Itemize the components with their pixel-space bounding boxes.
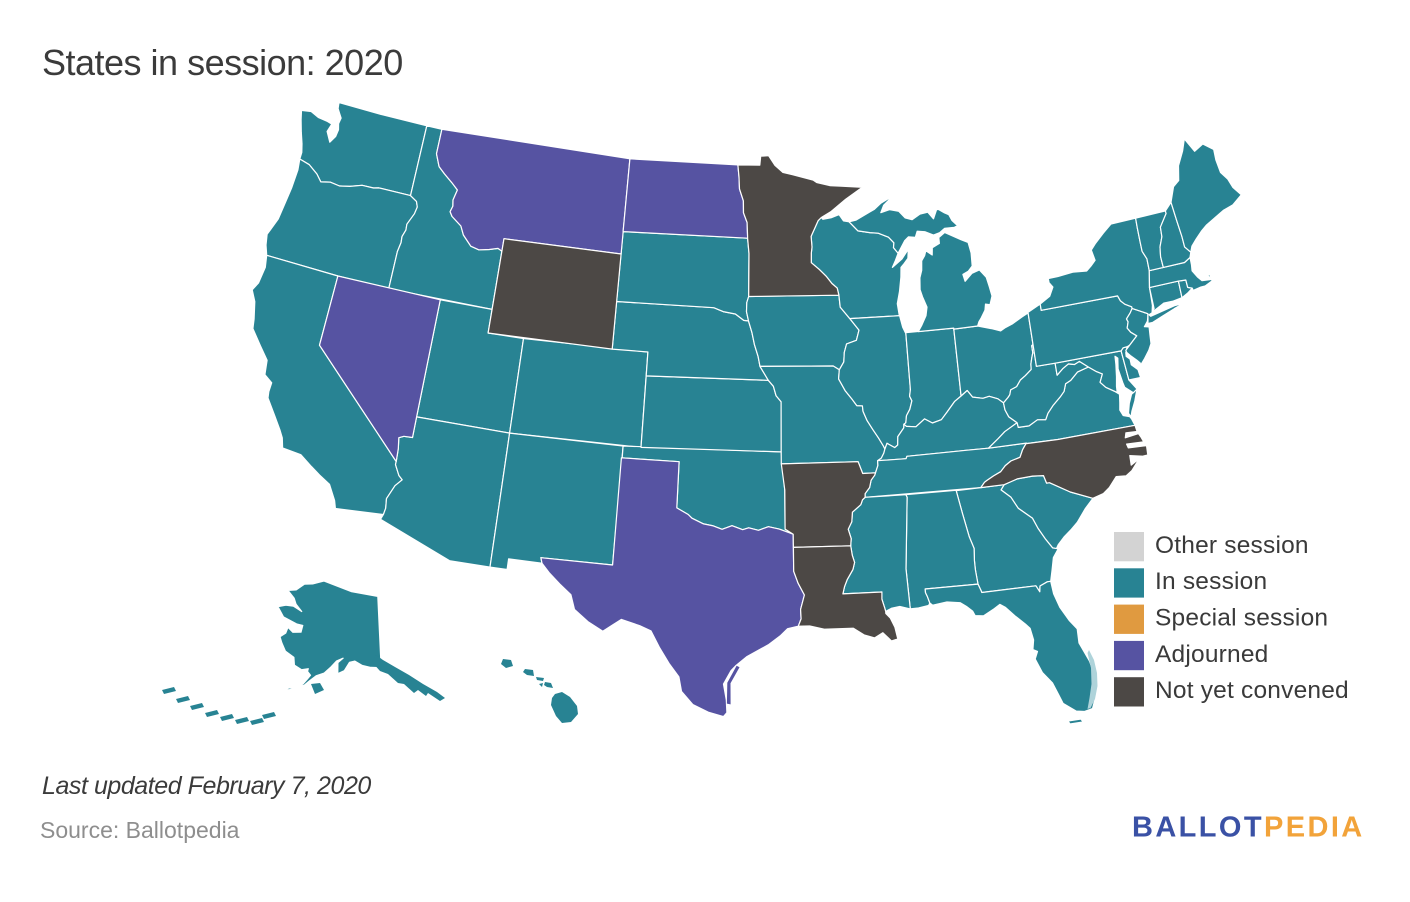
svg-text:Not yet convened: Not yet convened [1155,677,1349,704]
svg-text:Adjourned: Adjourned [1155,641,1269,668]
svg-text:States in session: 2020: States in session: 2020 [42,42,403,83]
svg-text:Source: Ballotpedia: Source: Ballotpedia [40,817,240,843]
svg-text:Other session: Other session [1155,532,1309,559]
svg-text:Last updated February 7, 2020: Last updated February 7, 2020 [42,772,371,800]
svg-text:BALLOTPEDIA: BALLOTPEDIA [1132,812,1365,844]
svg-text:Special session: Special session [1155,605,1328,632]
svg-text:In session: In session [1155,568,1267,595]
